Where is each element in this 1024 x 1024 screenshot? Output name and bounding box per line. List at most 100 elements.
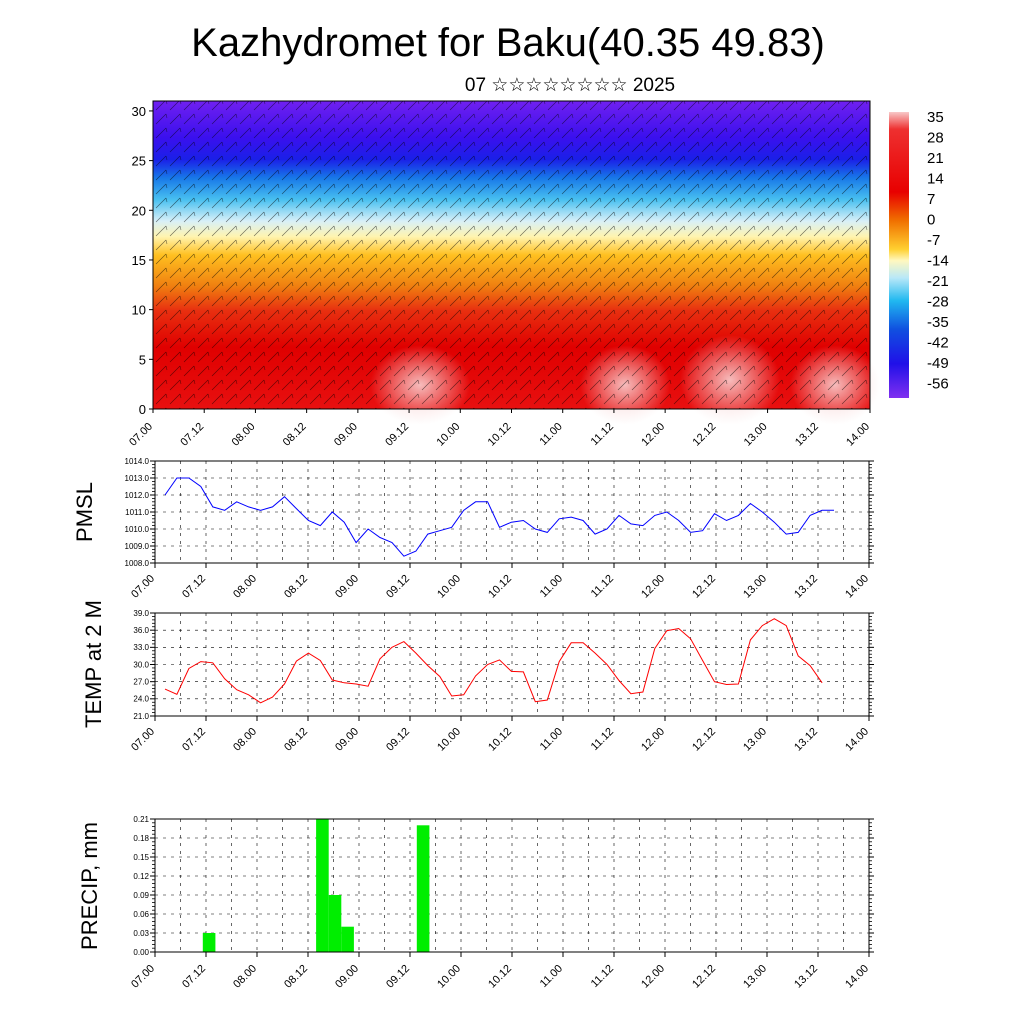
colorbar-label: -7 xyxy=(927,232,940,249)
x-tick-label: 12.12 xyxy=(690,726,718,754)
colorbar: 35 28 21 14 7 0 -7 -14 -21 -28 -35 -42 -49 -56 xyxy=(889,109,949,398)
x-tick-label: 10.00 xyxy=(435,726,463,754)
y-tick-label: 0.00 xyxy=(133,948,149,957)
y-tick-label: 0 xyxy=(139,402,146,417)
precipitation-axis-title: PRECIP, mm xyxy=(77,822,102,950)
y-tick-label: 30.0 xyxy=(133,660,149,669)
y-tick-label: 24.0 xyxy=(133,695,149,704)
x-tick-label: 08.00 xyxy=(231,726,259,754)
x-tick-label: 12.00 xyxy=(639,963,667,991)
x-tick-label: 10.12 xyxy=(486,573,514,601)
colorbar-label: 21 xyxy=(927,150,944,167)
x-tick-label: 09.12 xyxy=(384,963,412,991)
x-tick-label: 12.00 xyxy=(639,726,667,754)
y-tick-label: 1012.0 xyxy=(125,491,150,500)
x-tick-label: 10.12 xyxy=(486,421,514,449)
y-tick-label: 0.21 xyxy=(133,815,149,824)
temperature-axis: 21.0 24.0 27.0 30.0 33.0 36.0 39.0 xyxy=(133,609,874,721)
y-tick-label: 0.03 xyxy=(133,929,149,938)
time-axis: 07.00 07.12 08.00 08.12 09.00 09.12 10.00 10.12… xyxy=(129,563,871,601)
x-tick-label: 13.12 xyxy=(792,726,820,754)
precip-bar xyxy=(202,933,216,952)
y-tick-label: 27.0 xyxy=(133,677,149,686)
precip-bar xyxy=(341,926,354,952)
colorbar-label: 0 xyxy=(927,212,935,229)
x-tick-label: 13.00 xyxy=(741,963,769,991)
x-tick-label: 08.12 xyxy=(282,726,310,754)
x-tick-label: 09.12 xyxy=(384,726,412,754)
y-tick-label: 0.18 xyxy=(133,834,149,843)
x-tick-label: 08.12 xyxy=(282,963,310,991)
x-tick-label: 13.12 xyxy=(792,573,820,601)
temperature-axis-title: TEMP at 2 M xyxy=(81,600,106,728)
x-tick-label: 09.00 xyxy=(333,726,361,754)
x-tick-label: 09.00 xyxy=(333,573,361,601)
y-tick-label: 0.12 xyxy=(133,872,149,881)
y-tick-label: 33.0 xyxy=(133,643,149,652)
x-tick-label: 14.00 xyxy=(843,963,871,991)
colorbar-label: -56 xyxy=(927,376,949,393)
grid xyxy=(155,819,869,952)
temperature-series-line xyxy=(164,618,823,704)
x-tick-label: 12.12 xyxy=(690,573,718,601)
time-axis: 07.00 07.12 08.00 08.12 09.00 09.12 10.00 10.12… xyxy=(129,716,871,754)
x-tick-label: 09.00 xyxy=(332,421,360,449)
time-axis: 07.00 07.12 08.00 08.12 09.00 09.12 10.00 10.12… xyxy=(129,952,871,991)
chart-subtitle: 07 ☆☆☆☆☆☆☆☆ 2025 xyxy=(465,75,675,96)
colorbar-label: 7 xyxy=(927,191,935,208)
x-tick-label: 07.12 xyxy=(178,421,206,449)
chart-title: Kazhydromet for Baku(40.35 49.83) xyxy=(191,21,825,65)
x-tick-label: 07.12 xyxy=(180,573,208,601)
y-tick-label: 1010.0 xyxy=(125,525,150,534)
x-tick-label: 13.00 xyxy=(741,726,769,754)
colorbar-label: 28 xyxy=(927,130,944,147)
y-tick-label: 20 xyxy=(132,203,146,218)
y-tick-label: 0.09 xyxy=(133,891,149,900)
y-tick-label: 36.0 xyxy=(133,626,149,635)
wind-barbs xyxy=(153,101,870,409)
x-tick-label: 13.12 xyxy=(793,421,821,449)
colorbar-label: 14 xyxy=(927,171,944,188)
x-tick-label: 07.00 xyxy=(129,963,157,991)
x-tick-label: 14.00 xyxy=(843,573,871,601)
temperature-wind-panel: 0 5 10 15 20 25 30 07.00 07.12 08.00 08.12 09.00 09… xyxy=(127,100,880,449)
x-tick-label: 11.12 xyxy=(589,573,616,600)
x-tick-label: 14.00 xyxy=(844,421,872,449)
y-tick-label: 1013.0 xyxy=(125,474,150,483)
x-tick-label: 07.12 xyxy=(180,963,208,991)
pmsl-panel: 1008.0 1009.0 1010.0 1011.0 1012.0 1013.0 1014… xyxy=(72,457,874,601)
colorbar-label: -42 xyxy=(927,335,949,352)
y-tick-label: 21.0 xyxy=(133,712,149,721)
grid xyxy=(155,461,869,563)
colorbar-label: -35 xyxy=(927,314,949,331)
x-tick-label: 07.00 xyxy=(129,573,157,601)
colorbar-label: -14 xyxy=(927,253,949,270)
colorbar-label: 35 xyxy=(927,109,944,126)
y-tick-label: 1008.0 xyxy=(125,559,150,568)
x-tick-label: 07.00 xyxy=(127,421,155,449)
precipitation-bars xyxy=(202,819,430,952)
y-tick-label: 25 xyxy=(132,154,146,169)
x-tick-label: 09.12 xyxy=(383,421,411,449)
panel-frame xyxy=(154,612,870,717)
x-tick-label: 09.00 xyxy=(333,963,361,991)
x-tick-label: 12.12 xyxy=(690,963,718,991)
x-tick-label: 09.12 xyxy=(384,573,412,601)
x-tick-label: 10.12 xyxy=(486,726,514,754)
colorbar-label: -49 xyxy=(927,355,949,372)
precip-bar xyxy=(328,895,342,952)
x-tick-label: 13.00 xyxy=(742,421,770,449)
y-tick-label: 15 xyxy=(132,253,146,268)
x-tick-label: 11.12 xyxy=(589,963,616,990)
x-tick-label: 11.00 xyxy=(538,963,565,990)
precipitation-panel: 0.000.030.060.090.120.150.180.21 07.00 07… xyxy=(77,815,874,991)
colorbar-label: -28 xyxy=(927,294,949,311)
grid xyxy=(155,613,869,716)
colorbar-gradient xyxy=(889,112,909,398)
x-tick-label: 10.00 xyxy=(435,963,463,991)
x-tick-label: 11.12 xyxy=(589,421,616,448)
y-tick-label: 39.0 xyxy=(133,609,149,618)
pressure-axis: 1008.0 1009.0 1010.0 1011.0 1012.0 1013.0 1014… xyxy=(125,457,874,568)
x-tick-label: 10.00 xyxy=(434,421,462,449)
